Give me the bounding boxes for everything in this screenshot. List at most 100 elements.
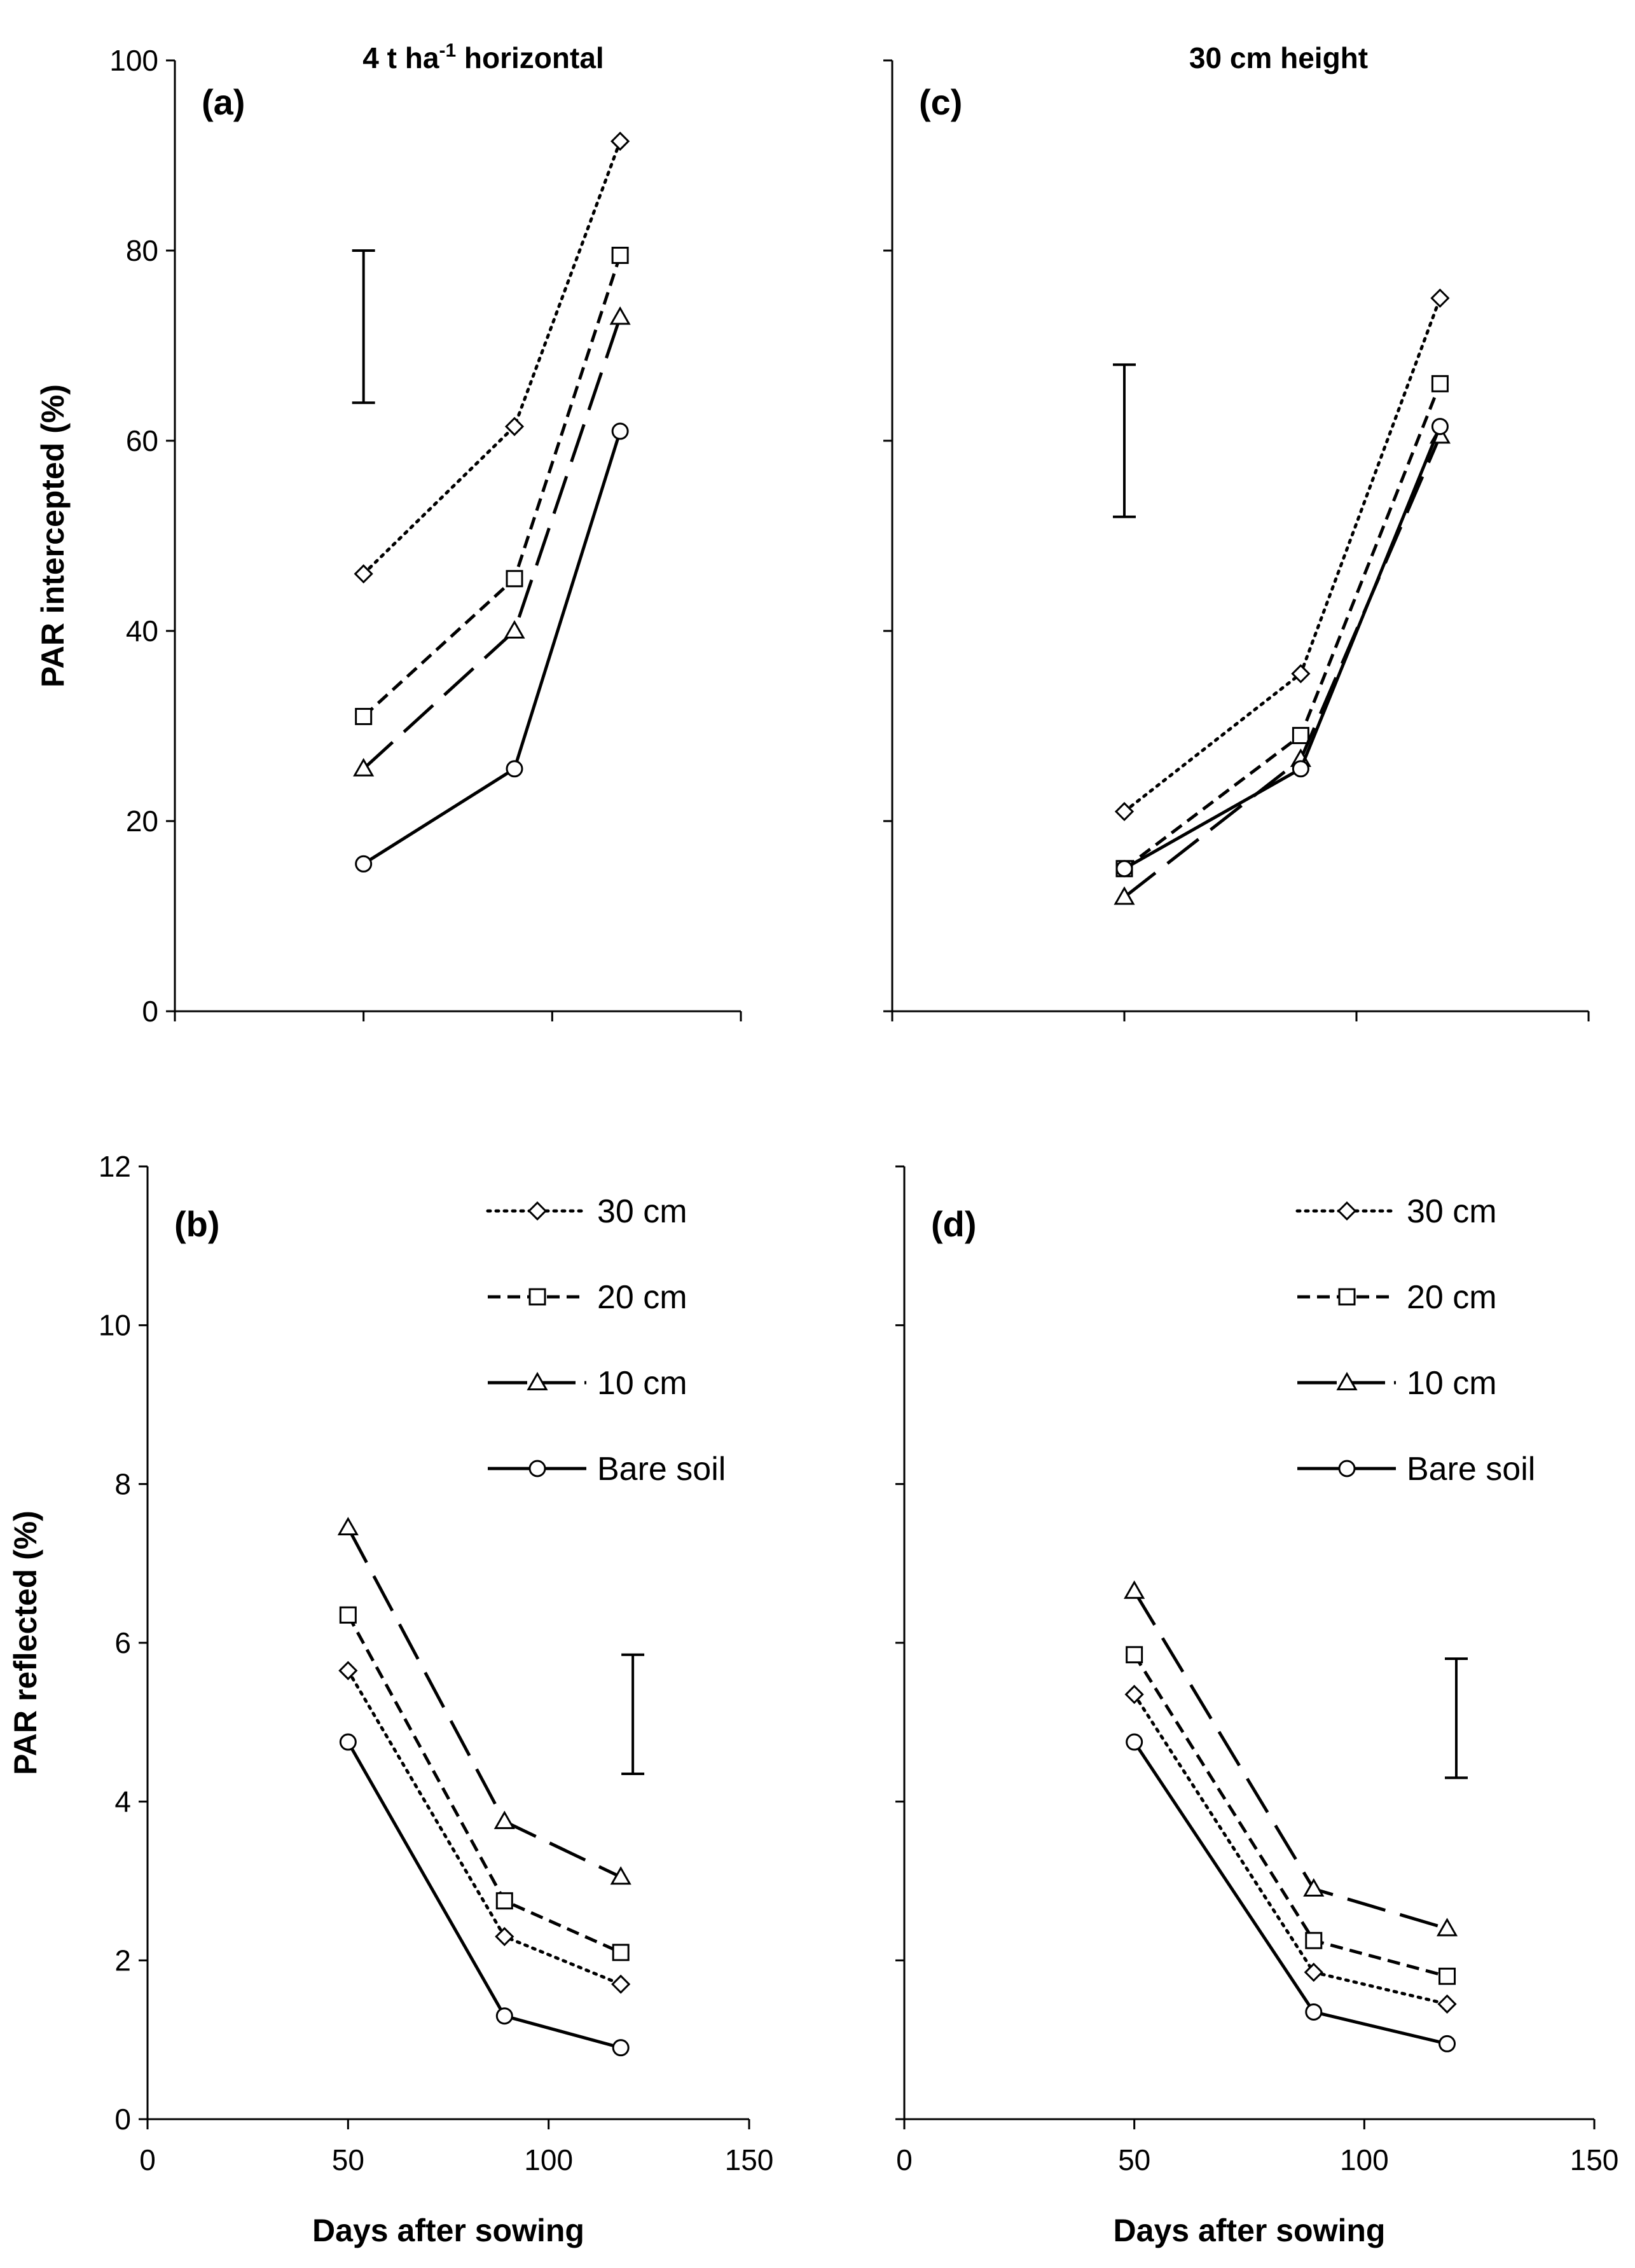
series-line [1133,1741,1448,2045]
data-point [1436,1918,1458,1937]
series-10-cm [1114,425,1451,905]
legend-label: 20 cm [1407,1279,1497,1316]
data-point [495,1892,513,1910]
series-10-cm [1124,1580,1458,1937]
series-30-cm [1124,1685,1457,2014]
series-line [362,431,622,866]
legend-marker [528,1288,546,1306]
panel-a: 0 20 40 60 80 100 PAR intercepted (%) 4 t ha-1 … [35,40,742,1028]
y-tick-label: 2 [114,1944,131,1977]
legend: 30 cm 20 cm 10 cm Bare soil [486,1193,726,1488]
series-line [362,254,622,718]
data-point [1431,375,1449,392]
legend-item-bare-soil: Bare soil [1297,1451,1535,1488]
panel-title: 4 t ha-1 horizontal [362,40,604,74]
panel-tag: (a) [202,82,245,122]
data-point [611,422,629,440]
data-point [354,564,373,584]
data-point [612,1944,630,1961]
data-point [495,2007,513,2025]
y-axis-title: PAR reflected (%) [8,1511,43,1775]
y-tick-label: 0 [114,2103,131,2136]
series-20-cm [339,1606,630,1961]
data-point [339,1606,357,1624]
legend: 30 cm 20 cm 10 cm Bare soil [1295,1193,1535,1488]
y-tick-label: 4 [114,1785,131,1818]
data-point [1438,1967,1456,1985]
series-30-cm [1114,288,1450,822]
series-line [346,1669,623,1986]
x-tick-label: 50 [332,2143,364,2176]
legend-label: Bare soil [1407,1451,1535,1488]
data-point [504,417,525,436]
x-tick-label: 50 [1118,2143,1150,2176]
data-point [355,708,373,726]
panel-d: 0 50 100 150 Days after sowing (d) 30 cm 20 cm 1… [895,1165,1619,2248]
data-point [612,2039,630,2057]
legend-label: Bare soil [597,1451,726,1488]
data-point [1304,1962,1323,1982]
series-line [347,1526,622,1879]
series-10-cm [337,1516,631,1885]
legend-item-30-cm: 30 cm [1295,1193,1497,1230]
legend-marker [528,1460,546,1477]
data-point [1305,1932,1323,1949]
legend-label: 10 cm [597,1365,687,1402]
data-point [506,760,523,778]
data-point [1437,1994,1457,2014]
data-point [1292,760,1309,778]
series-line [1123,383,1442,870]
legend-label: 30 cm [1407,1193,1497,1230]
series-bare-soil [1126,1733,1456,2052]
y-tick-label: 0 [142,995,158,1028]
legend-item-30-cm: 30 cm [486,1193,687,1230]
legend-item-10-cm: 10 cm [1297,1365,1497,1402]
legend-marker [1338,1288,1356,1306]
y-tick-label: 60 [126,424,158,457]
panel-title: 30 cm height [1189,41,1368,74]
error-bar [1445,1657,1468,1780]
series-line [1133,1590,1448,1930]
legend-marker [527,1371,548,1390]
series-20-cm [1126,1646,1456,1985]
data-point [1438,2035,1456,2052]
y-tick-label: 10 [99,1309,131,1342]
x-tick-label: 150 [1570,2143,1619,2176]
y-tick-label: 8 [114,1467,131,1500]
series-line [362,316,622,770]
legend-item-20-cm: 20 cm [1297,1279,1497,1316]
x-axis-title: Days after sowing [312,2213,584,2248]
x-tick-label: 150 [725,2143,774,2176]
data-point [339,1733,357,1751]
series-10-cm [353,306,631,777]
legend-marker [1338,1460,1356,1477]
y-tick-label: 100 [109,44,158,77]
series-line [362,139,622,576]
error-bar [352,249,375,405]
panel-c: 30 cm height (c) [883,41,1590,1021]
data-point [355,855,373,873]
series-bare-soil [1115,418,1449,878]
data-point [1431,418,1449,436]
data-point [611,1974,631,1994]
y-tick-label: 20 [126,805,158,838]
y-tick-label: 12 [99,1150,131,1183]
data-point [493,1810,515,1829]
panel-tag: (b) [174,1204,220,1244]
data-point [1305,2003,1323,2021]
data-point [1124,1580,1145,1599]
data-point [611,246,629,264]
error-bar [621,1653,645,1775]
data-point [506,570,523,588]
legend-marker [1336,1371,1358,1390]
series-30-cm [338,1661,631,1994]
panel-tag: (d) [931,1204,977,1244]
x-tick-label: 0 [139,2143,156,2176]
data-point [609,306,631,325]
legend-marker [1337,1201,1357,1221]
series-line [1122,296,1442,813]
panel-b: 0 2 4 6 8 10 12 0 50 100 150 PAR reflected (%) Days … [8,1150,773,2248]
panel-tag: (c) [919,82,962,122]
error-bar [1113,363,1136,518]
